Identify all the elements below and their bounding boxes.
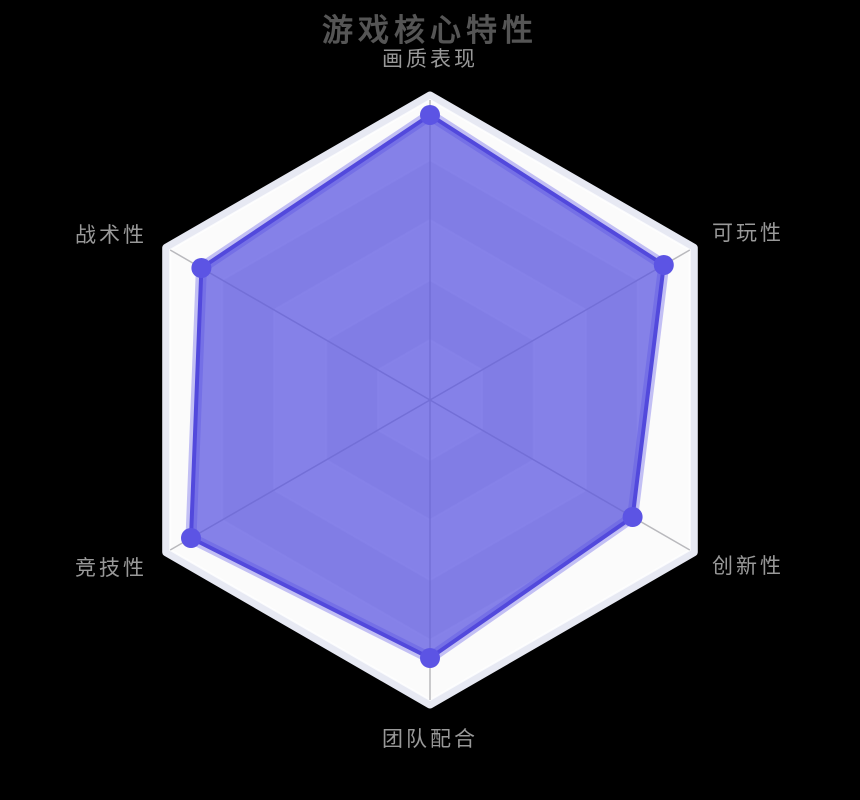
axis-label-kewanxing: 可玩性 — [712, 222, 784, 245]
series-area[interactable] — [191, 115, 664, 658]
data-point-团队配合[interactable] — [420, 648, 440, 668]
data-point-画质表现[interactable] — [420, 105, 440, 125]
axis-label-huazhi-biaoxian: 画质表现 — [382, 48, 478, 71]
grid-outer-edge — [162, 91, 698, 709]
axis-label-jingjixing: 竞技性 — [75, 557, 147, 580]
axis-label-chuangxinxing: 创新性 — [712, 555, 784, 578]
data-point-竞技性[interactable] — [181, 528, 201, 548]
data-point-战术性[interactable] — [191, 258, 212, 278]
chart-title: 游戏核心特性 — [322, 13, 538, 48]
data-point-创新性[interactable] — [622, 507, 643, 527]
axis-label-tuandui-peihe: 团队配合 — [382, 728, 478, 751]
data-point-可玩性[interactable] — [653, 255, 674, 275]
axis-label-zhanshuxing: 战术性 — [75, 224, 147, 247]
